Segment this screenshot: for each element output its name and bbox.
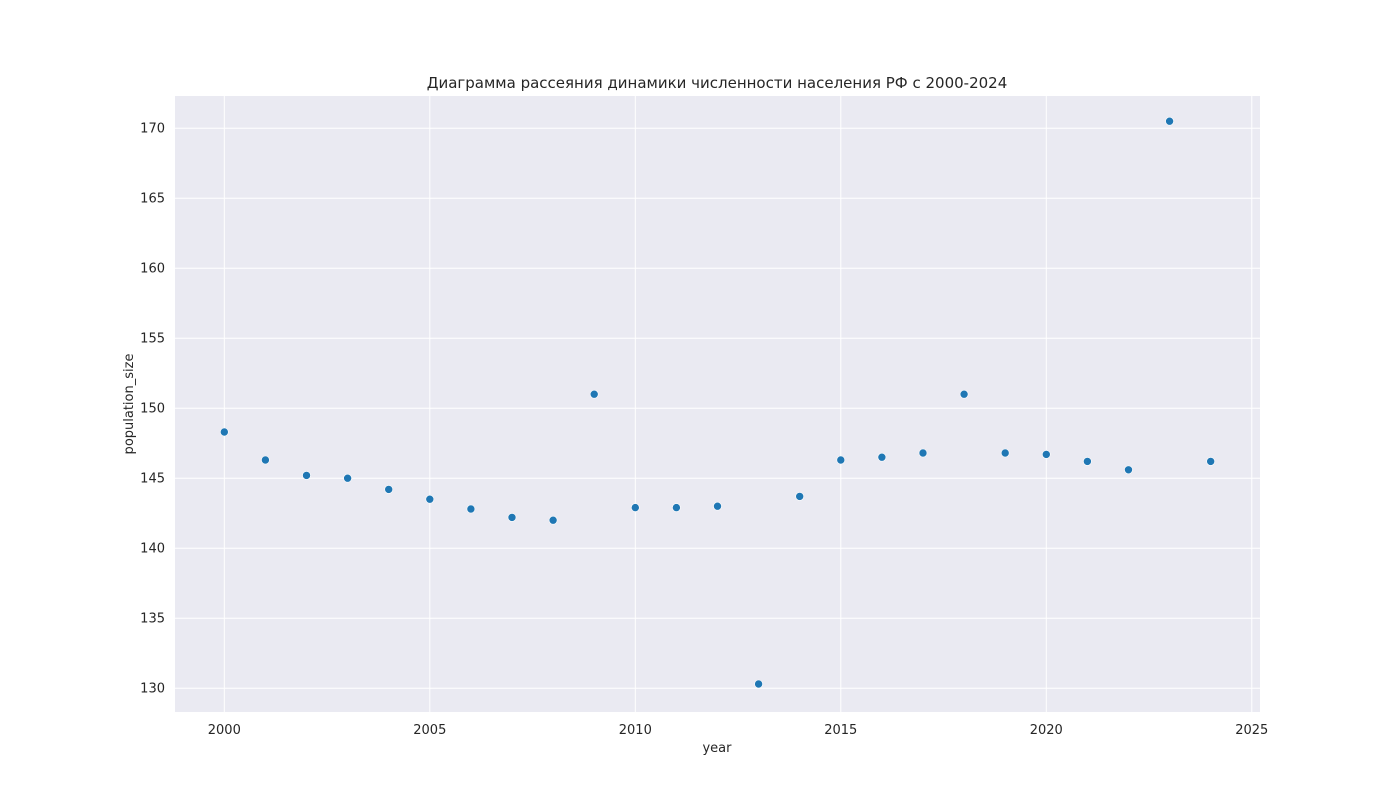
data-point (672, 503, 681, 512)
data-point (918, 448, 928, 458)
data-point (548, 515, 558, 525)
data-point (302, 471, 311, 480)
y-tick-label: 140 (140, 542, 165, 557)
y-tick-label: 150 (140, 402, 165, 417)
x-tick-labels: 2000 2005 2010 2015 2020 2025 (208, 723, 1269, 738)
y-tick-label: 165 (140, 192, 165, 207)
x-tick-label: 2010 (619, 723, 652, 738)
x-tick-label: 2020 (1030, 723, 1063, 738)
plot-background (175, 96, 1260, 712)
data-point (507, 513, 517, 522)
data-point (713, 501, 722, 511)
y-tick-label: 130 (140, 682, 165, 697)
y-axis-label: population_size (122, 354, 137, 455)
y-tick-label: 160 (140, 262, 165, 277)
data-points (220, 116, 1215, 689)
data-point (1041, 450, 1051, 459)
y-tick-labels: 130 135 140 145 150 155 160 165 170 (140, 122, 165, 697)
data-point (959, 389, 969, 399)
y-tick-label: 135 (140, 612, 165, 627)
data-point (877, 452, 887, 462)
chart-title: Диаграмма рассеяния динамики численности… (427, 74, 1008, 92)
data-point (795, 492, 804, 501)
data-point (1124, 465, 1133, 475)
data-point (1165, 116, 1174, 126)
data-point (1000, 448, 1010, 458)
data-point (1206, 457, 1215, 466)
data-point (261, 455, 270, 465)
y-tick-label: 155 (140, 332, 165, 347)
data-point (589, 389, 599, 399)
data-point (384, 485, 394, 494)
x-axis-label: year (702, 741, 732, 756)
data-point (754, 679, 763, 689)
data-point (836, 455, 846, 465)
y-tick-label: 145 (140, 472, 165, 487)
data-point (425, 494, 435, 504)
grid-lines (175, 96, 1260, 712)
x-tick-label: 2005 (413, 723, 446, 738)
data-point (220, 427, 229, 437)
data-point (1083, 457, 1092, 466)
x-tick-label: 2025 (1235, 723, 1268, 738)
data-point (343, 473, 352, 483)
x-tick-label: 2000 (208, 723, 241, 738)
data-point (466, 504, 476, 514)
y-tick-label: 170 (140, 122, 165, 137)
x-tick-label: 2015 (824, 723, 857, 738)
data-point (631, 503, 640, 512)
